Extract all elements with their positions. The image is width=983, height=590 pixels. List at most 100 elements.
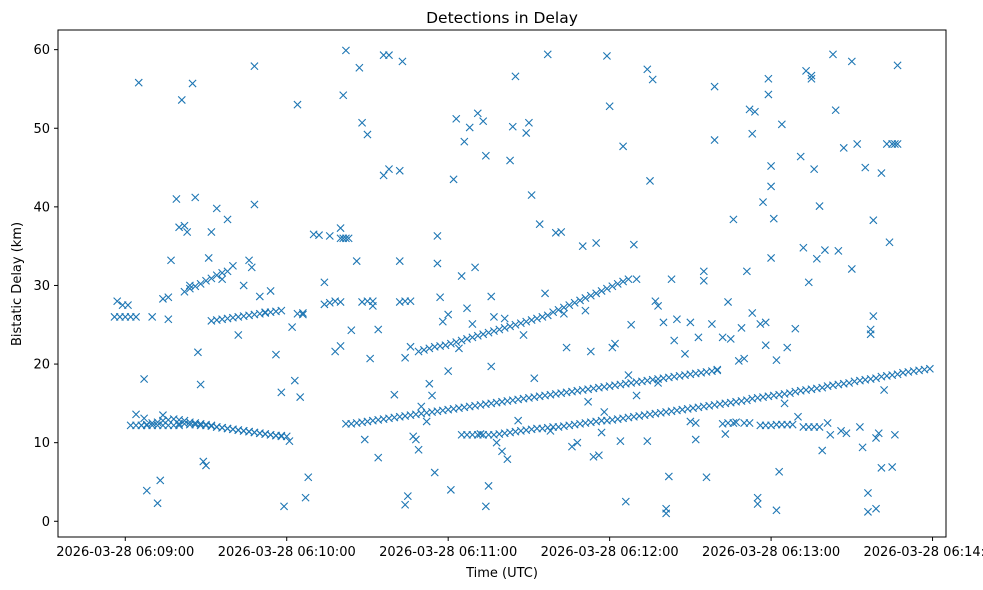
data-point xyxy=(384,165,393,174)
data-point xyxy=(479,330,488,339)
data-point xyxy=(826,430,835,439)
data-point xyxy=(654,301,663,310)
data-point xyxy=(293,100,302,109)
data-point xyxy=(543,50,552,59)
data-point xyxy=(452,338,461,347)
data-point xyxy=(465,123,474,132)
data-point xyxy=(164,315,173,324)
data-point xyxy=(594,451,603,460)
data-point xyxy=(608,343,617,352)
data-point xyxy=(872,504,881,513)
data-point xyxy=(398,57,407,66)
data-point xyxy=(508,122,517,131)
data-point xyxy=(288,323,297,332)
data-point xyxy=(277,306,286,315)
data-point xyxy=(183,228,192,237)
data-point xyxy=(772,420,781,429)
data-point xyxy=(785,389,794,398)
data-point xyxy=(643,65,652,74)
data-point xyxy=(721,430,730,439)
data-point xyxy=(589,452,598,461)
x-tick-label: 2026-03-28 06:10:00 xyxy=(218,545,356,560)
data-point xyxy=(619,277,628,286)
data-point xyxy=(180,221,189,230)
data-point xyxy=(880,386,889,394)
data-point xyxy=(863,488,872,497)
data-point xyxy=(745,105,754,114)
data-point xyxy=(686,318,695,327)
data-point xyxy=(794,412,802,421)
data-point xyxy=(355,63,364,72)
data-point xyxy=(576,296,585,305)
data-point xyxy=(363,130,372,139)
data-point xyxy=(336,342,345,350)
data-point xyxy=(847,264,856,273)
data-point xyxy=(820,246,829,255)
data-point xyxy=(699,276,708,285)
data-point xyxy=(581,294,590,303)
data-point xyxy=(414,347,423,356)
data-point xyxy=(538,312,547,321)
data-point xyxy=(834,246,843,255)
data-point xyxy=(925,364,934,373)
data-point xyxy=(532,314,541,323)
data-point xyxy=(401,500,410,509)
data-point xyxy=(460,137,469,146)
data-point xyxy=(487,362,496,371)
data-point xyxy=(651,297,660,306)
data-point xyxy=(522,317,531,326)
data-point xyxy=(672,315,681,324)
data-point xyxy=(828,50,837,59)
data-point xyxy=(261,308,270,317)
data-point xyxy=(148,312,157,321)
data-point xyxy=(207,228,216,237)
data-point xyxy=(767,253,776,262)
data-point xyxy=(202,461,210,470)
x-tick-label: 2026-03-28 06:09:00 xyxy=(56,545,194,560)
data-point xyxy=(228,261,237,270)
data-point xyxy=(748,129,757,138)
data-point xyxy=(158,294,167,303)
data-point xyxy=(869,216,878,225)
plot-frame xyxy=(57,29,947,538)
data-point xyxy=(379,171,388,180)
data-point xyxy=(686,417,695,426)
data-point xyxy=(621,497,630,506)
data-point xyxy=(872,433,881,442)
data-point xyxy=(113,297,122,306)
data-point xyxy=(255,292,264,301)
data-point xyxy=(511,72,520,81)
data-point xyxy=(742,267,751,276)
data-point xyxy=(395,257,404,266)
data-point xyxy=(489,312,498,321)
data-point xyxy=(433,231,442,240)
data-point xyxy=(888,463,897,472)
data-point xyxy=(123,301,132,310)
data-point xyxy=(360,435,369,444)
data-point xyxy=(713,365,722,374)
data-point xyxy=(562,343,571,352)
data-point xyxy=(893,61,902,70)
data-point xyxy=(777,120,786,129)
data-point xyxy=(643,437,652,446)
data-point xyxy=(581,306,590,315)
data-point xyxy=(527,316,536,325)
data-point xyxy=(479,117,488,126)
data-point xyxy=(500,323,509,332)
data-point xyxy=(436,293,445,302)
data-point xyxy=(783,343,792,352)
data-point xyxy=(767,161,776,170)
data-point xyxy=(772,506,781,515)
data-point xyxy=(756,319,765,328)
data-point xyxy=(277,388,286,397)
data-point xyxy=(212,204,221,213)
data-point xyxy=(481,502,490,511)
data-point xyxy=(366,354,375,363)
data-point xyxy=(422,417,431,426)
y-axis-title: Bistatic Delay (km) xyxy=(10,222,25,346)
data-point xyxy=(707,319,716,328)
y-tick-label: 20 xyxy=(33,358,50,373)
data-point xyxy=(374,325,383,334)
data-point xyxy=(745,419,754,428)
